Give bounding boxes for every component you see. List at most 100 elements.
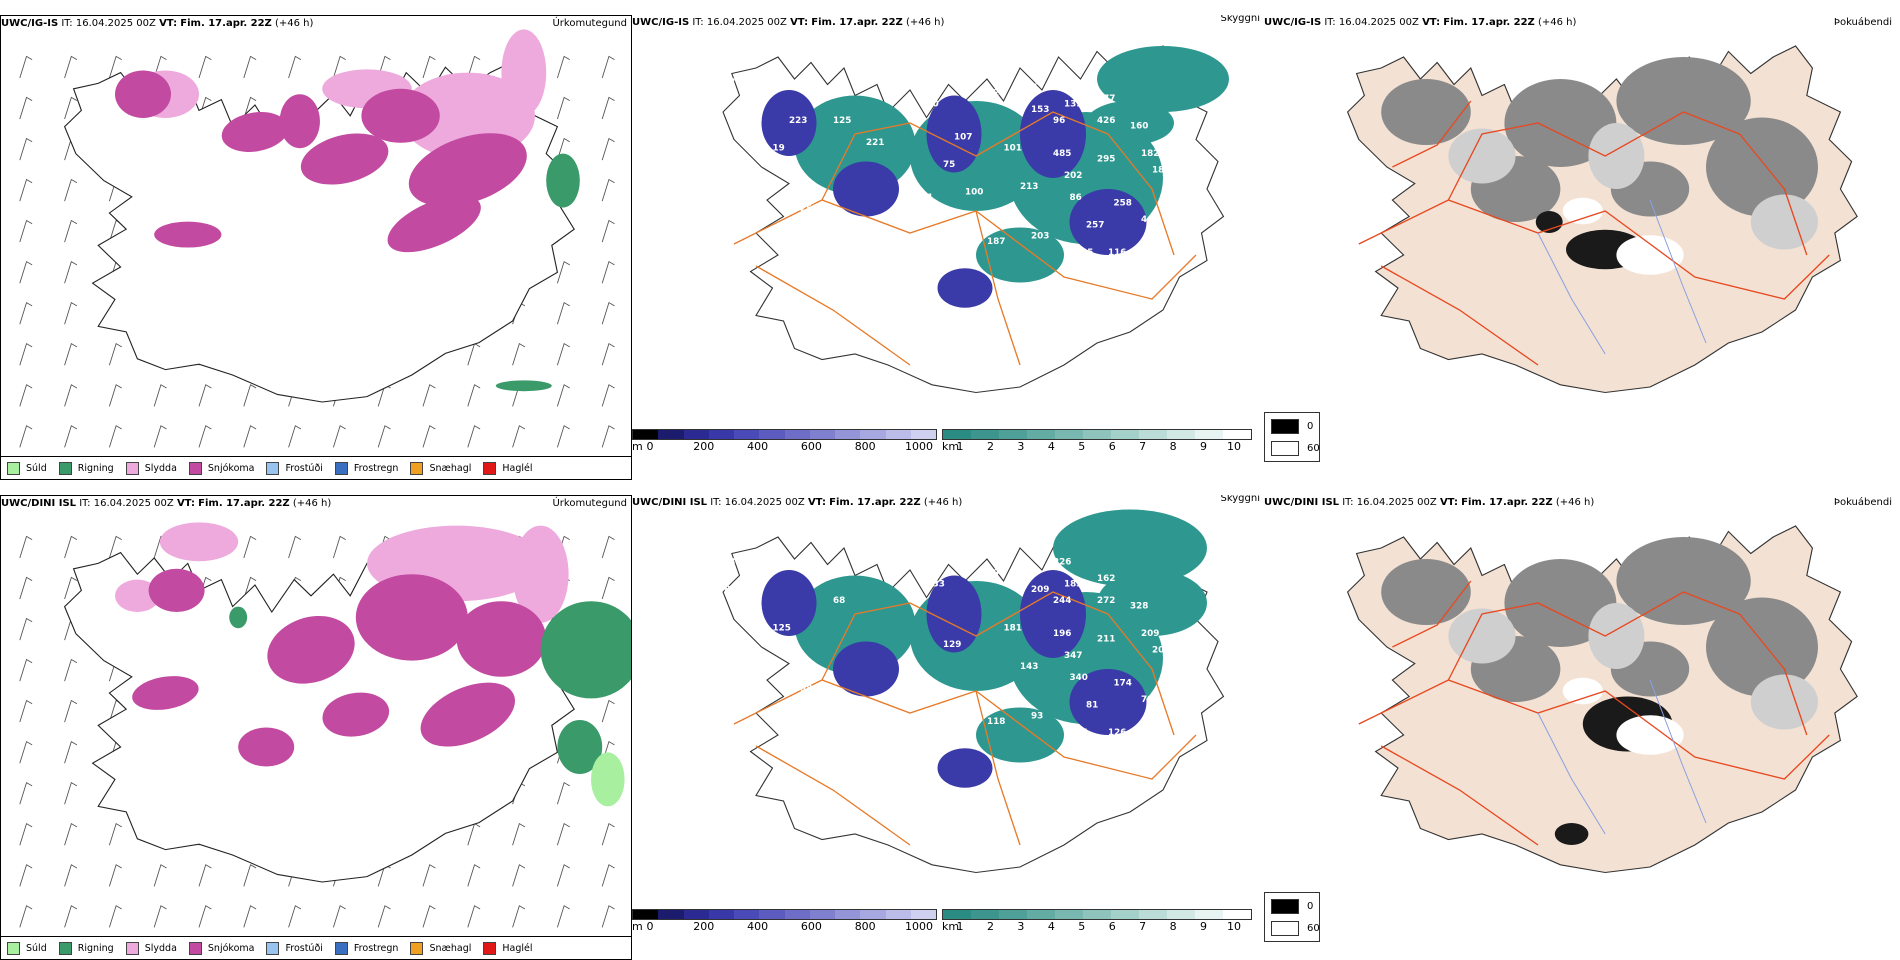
- colorbar-unit: m: [632, 920, 643, 933]
- cloud-base-label: 110: [740, 127, 758, 137]
- snow-area: [408, 133, 527, 207]
- vt-label: VT:: [807, 497, 826, 508]
- wind-barb: [601, 260, 615, 284]
- colorbar-cell: [885, 430, 911, 439]
- init-time: 16.04.2025 00Z: [724, 497, 805, 508]
- panel-title: Úrkomutegund: [552, 18, 627, 29]
- panel-header: UWC/IG-IS IT: 16.04.2025 00Z VT: Fim. 17…: [632, 17, 944, 28]
- cloud-base-label: 109: [762, 74, 780, 84]
- cloud-base-label: 277: [1097, 94, 1115, 104]
- cloud-base-label: 252: [800, 204, 818, 214]
- panel-title: Þokuábendi: [1833, 497, 1892, 508]
- colorbar-tick: 200: [693, 440, 715, 453]
- colorbar-tick: 8: [1169, 920, 1177, 933]
- colorbar-tick: 10: [1227, 440, 1241, 453]
- colorbar-cell: [1167, 910, 1195, 919]
- colorbar-tick: 1000: [905, 440, 933, 453]
- legend-swatch: [125, 461, 139, 475]
- colorbar-tick: 7: [1139, 440, 1147, 453]
- cloud-base-label: 202: [1064, 171, 1082, 181]
- wind-barb: [243, 535, 257, 559]
- wind-barb: [19, 137, 33, 161]
- cloud-base-label: 328: [1130, 602, 1148, 612]
- colorbar-cell: [1083, 910, 1111, 919]
- wind-barb: [19, 617, 33, 641]
- cloud-base-label: 121: [987, 89, 1005, 99]
- colorbar-cell: [683, 430, 709, 439]
- fog-gray-area: [1706, 117, 1818, 217]
- cloud-base-label: 426: [1097, 116, 1115, 126]
- cloud-base-label: 234: [767, 640, 785, 650]
- wind-barb: [601, 178, 615, 202]
- precip-legend: Súld Rigning Slydda Snjókoma Frostúði Frostre…: [1, 936, 631, 959]
- wind-barb: [108, 425, 122, 448]
- precip-legend-item: Rigning: [58, 461, 114, 475]
- colorbar-cell: [759, 910, 785, 919]
- wind-barb: [243, 96, 257, 120]
- snow-area: [300, 133, 389, 185]
- fog-light-area: [1750, 674, 1818, 730]
- vt-label: VT:: [176, 498, 195, 509]
- legend-swatch: [188, 941, 202, 955]
- fog-light-area: [1448, 128, 1516, 184]
- panel-title: Skyggni: [1220, 15, 1260, 24]
- cloud-base-label: 60: [927, 100, 939, 110]
- precip-legend-item: Frostregn: [334, 941, 398, 955]
- cloud-base-label: 86: [1070, 193, 1082, 203]
- cloud-base-label: 118: [987, 717, 1005, 727]
- legend-swatch: [266, 461, 280, 475]
- colorbar-tick: 7: [1139, 920, 1147, 933]
- cloud-base-label: 71: [828, 712, 840, 722]
- colorbar-cell: [708, 430, 734, 439]
- it-label: IT:: [1324, 17, 1336, 28]
- road: [1447, 591, 1740, 681]
- snow-area: [238, 727, 295, 767]
- cloud-base-label: 68: [833, 596, 845, 606]
- wind-barb: [243, 576, 257, 600]
- init-time: 16.04.2025 00Z: [93, 498, 174, 509]
- cloud-base-area: [926, 95, 982, 173]
- wind-barb: [601, 96, 615, 120]
- wind-barb: [332, 905, 346, 928]
- colorbar-cell: [1195, 430, 1223, 439]
- legend-label: Slydda: [144, 462, 177, 474]
- wind-barb: [19, 535, 33, 559]
- colorbar-cell: [1111, 910, 1139, 919]
- valid-time: Fim. 17.apr. 22Z: [180, 18, 272, 29]
- cloud-base-label: 125: [773, 624, 791, 634]
- precip-legend-item: Frostúði: [266, 941, 323, 955]
- low-cloud-land: [976, 227, 1064, 283]
- precip-legend-item: Súld: [7, 461, 47, 475]
- it-label: IT:: [1342, 497, 1354, 508]
- colorbar-cell: [683, 910, 709, 919]
- wind-barb: [19, 301, 33, 325]
- legend-swatch: [125, 941, 139, 955]
- visibility-panel: UWC/IG-IS IT: 16.04.2025 00Z VT: Fim. 17…: [632, 15, 1264, 480]
- vt-label: VT:: [159, 18, 178, 29]
- snow-area: [420, 682, 515, 747]
- road: [1392, 580, 1472, 648]
- wind-barb: [556, 425, 570, 448]
- rain-area: [557, 720, 603, 774]
- vt-label: VT:: [1422, 17, 1441, 28]
- cloud-base-label: 101: [1004, 144, 1022, 154]
- cloud-base-label: 116: [1108, 248, 1126, 258]
- wind-barb: [556, 301, 570, 325]
- legend-swatch: [1271, 441, 1299, 456]
- cloud-base-label: 160: [1130, 122, 1148, 132]
- cloud-base-label: 183: [1064, 580, 1082, 590]
- wind-barb: [64, 219, 78, 243]
- panel-header: UWC/DINI ISL IT: 16.04.2025 00Z VT: Fim.…: [632, 497, 962, 508]
- wind-barb: [467, 343, 481, 366]
- wind-barb: [467, 905, 481, 928]
- wind-barb: [556, 781, 570, 805]
- colorbar-tick: 10: [1227, 920, 1241, 933]
- cloud-base-label: 301: [762, 554, 780, 564]
- wind-barb: [422, 55, 436, 79]
- snow-area: [279, 94, 320, 149]
- cloud-base-label: 209: [1031, 585, 1049, 595]
- colorbar-cell: [1139, 430, 1167, 439]
- legend-label: Haglél: [502, 462, 533, 474]
- valid-time: Fim. 17.apr. 22Z: [811, 17, 903, 28]
- cloud-base-label: 213: [1020, 182, 1038, 192]
